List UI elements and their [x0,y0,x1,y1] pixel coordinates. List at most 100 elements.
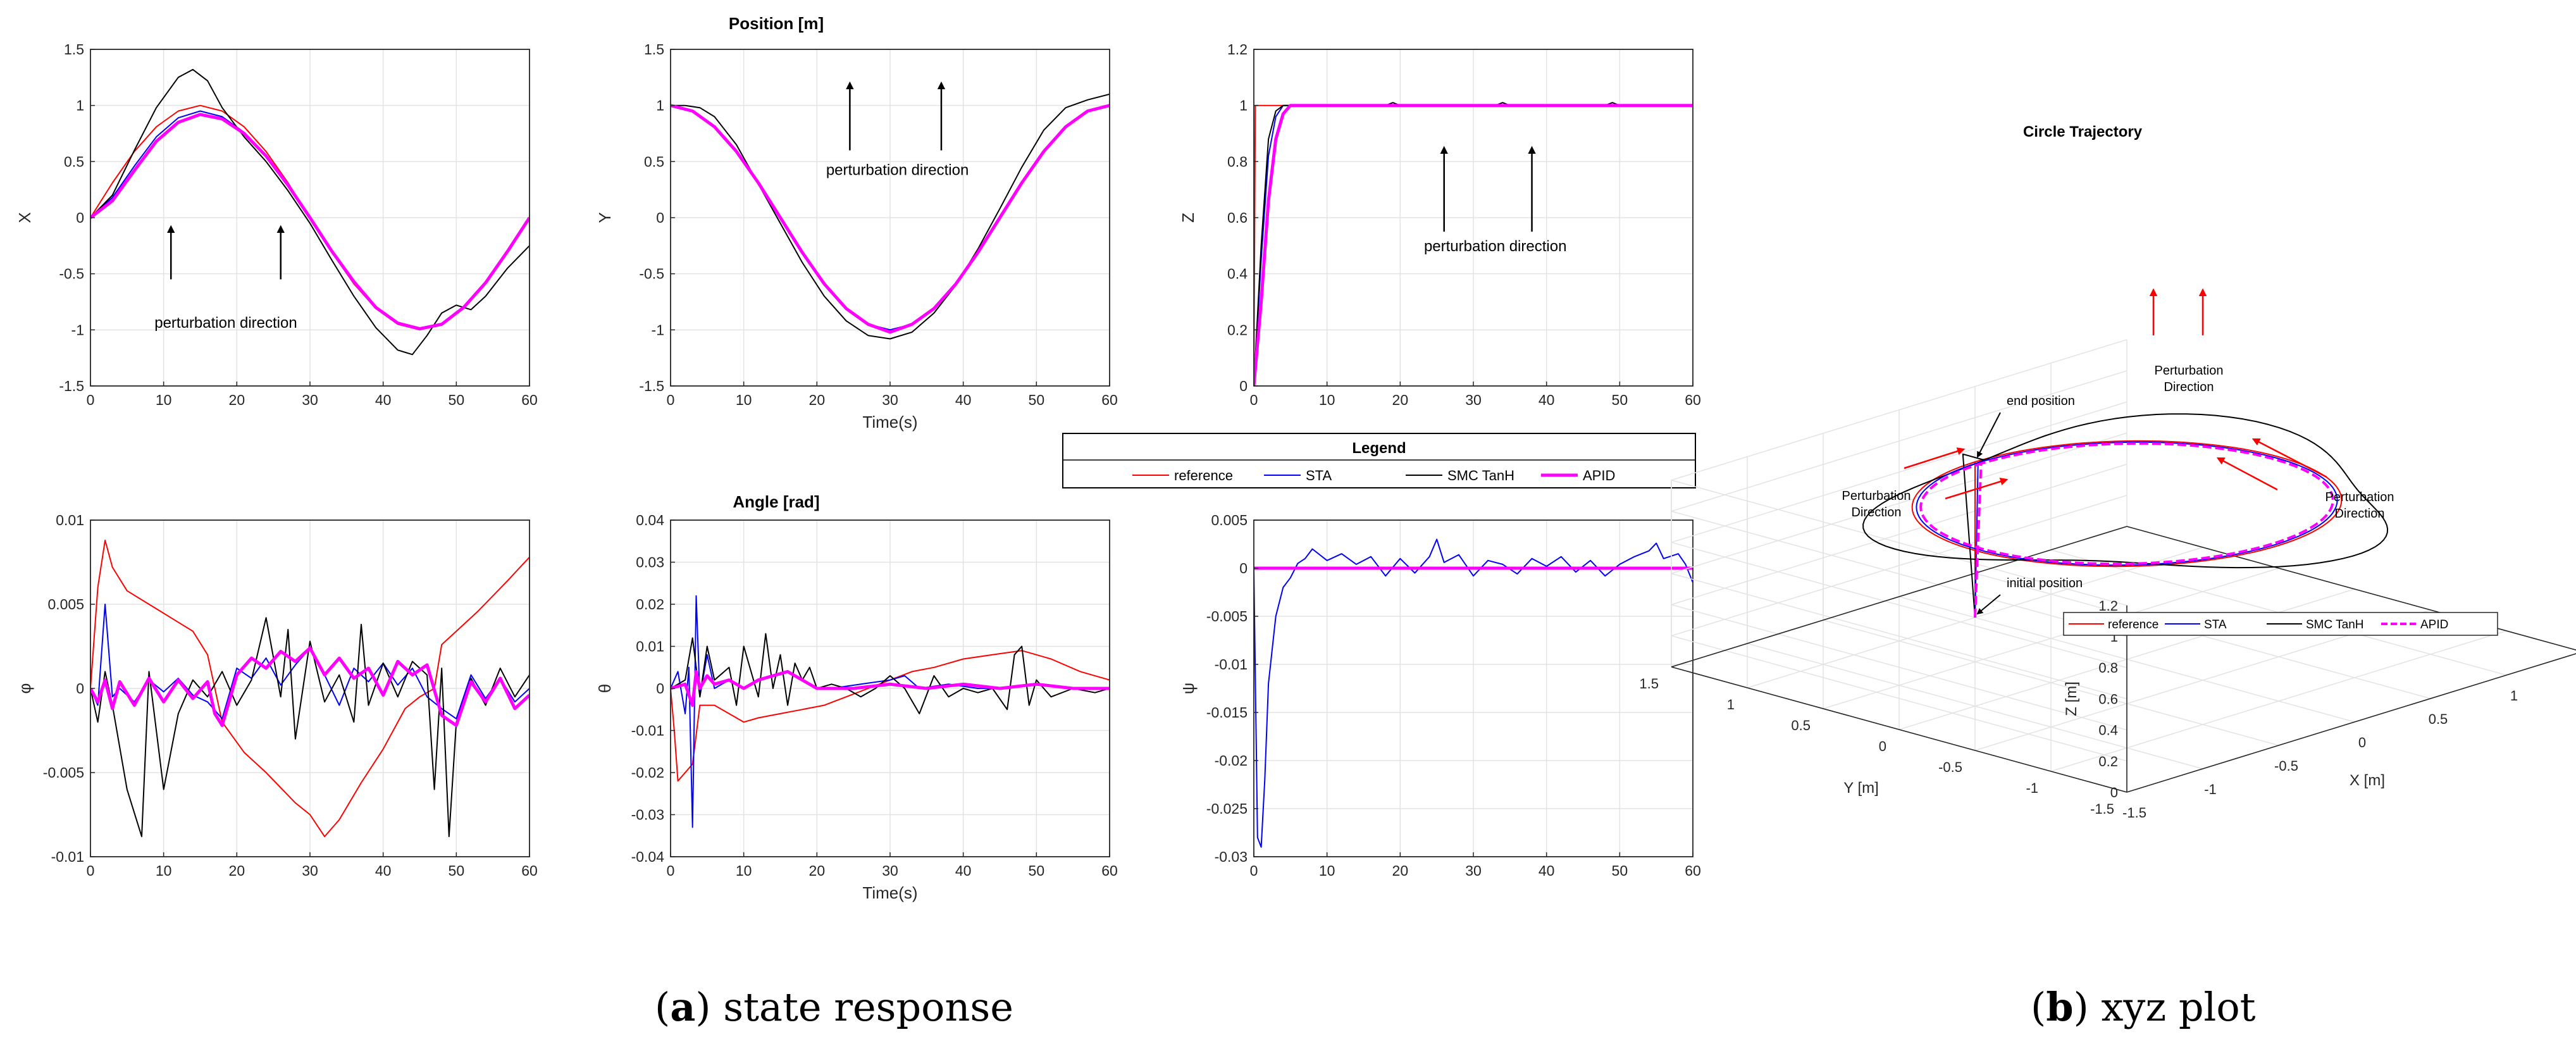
tick-label-x: 50 [1612,392,1628,408]
tick-label-y: 0.03 [636,554,664,571]
tick-label-y: -0.015 [1206,704,1248,721]
tick-label-x: 50 [1612,862,1628,879]
tick-label-y: 0.01 [636,638,664,655]
tick-label-x: 40 [1539,392,1555,408]
tick-label-y: -0.5 [1938,759,1962,775]
axis-label-y: Y [595,212,614,223]
tick-label-y: 0 [1239,560,1248,576]
tick-label-y: 0.02 [636,596,664,612]
tick-label-y: 1.2 [1227,41,1248,58]
trajectory-smc-tanh [1862,413,2389,618]
grid-wall-back-z [1671,495,2127,637]
grid-wall-left-z [1671,542,2127,668]
legend-entry-label: reference [1174,468,1233,483]
tick-label-y: -0.005 [43,764,84,781]
series-line-smc-tanh [671,93,1110,340]
tick-label-x: 50 [449,862,465,879]
legend-3d-label: reference [2108,618,2158,631]
tick-label-x: 40 [955,862,972,879]
legend-entry-label: SMC TanH [1447,468,1514,483]
tick-label-y: -0.04 [631,849,665,865]
legend-entry-label: STA [1306,468,1332,483]
series-line-sta [1254,538,1693,848]
tick-label-y: -0.02 [1215,752,1248,769]
tick-label-y: 1.5 [64,41,84,58]
tick-label-x: 60 [1101,862,1118,879]
tick-label-y: 1 [76,97,84,114]
grid-wall-left-z [1671,604,2127,731]
tick-label-x: 20 [1392,862,1409,879]
tick-label-y: -0.5 [59,266,84,282]
tick-label-x: 10 [1319,862,1335,879]
axis-edge [2126,526,2576,651]
tick-label-y: 0 [76,680,84,697]
tick-label-y: -0.005 [1206,608,1248,625]
tick-label-z: 0.4 [2098,723,2118,738]
tick-label-x: 50 [1029,862,1045,879]
tick-label-y: -0.01 [631,723,664,739]
section-title-angle: Angle [rad] [733,492,819,511]
tick-label-x: 20 [229,862,245,879]
perturbation-label: perturbation direction [154,314,297,332]
perturbation-3d-label: Perturbation Direction [2325,490,2394,521]
axis-label-y: θ [595,684,614,693]
tick-label-x: 10 [736,862,752,879]
legend-box: Legend reference STA SMC TanH APID [1062,433,1696,488]
series-line-apid [90,646,529,727]
tick-label-y: 0 [656,680,664,697]
perturbation-label: perturbation direction [1424,238,1566,255]
grid-wall-back-z [1671,401,2127,543]
tick-label-y: 1 [1239,97,1248,114]
legend-title: Legend [1352,440,1406,457]
grid-wall-left-z [1671,511,2127,637]
series-line-smc-tanh [90,68,529,356]
axis-y [1671,666,2127,793]
axis-label-x: Time(s) [862,883,917,902]
tick-label-y: 0.5 [644,153,664,170]
trajectory-sta [1916,441,2338,618]
grid-wall-left-z [1671,635,2127,762]
tick-label-y: 0.04 [636,512,664,528]
grid-wall-left-z [1671,480,2127,606]
tick-label-x: 1 [2510,688,2518,704]
series-line-apid [671,669,1110,707]
tick-label-y: 0 [1239,378,1248,394]
tick-label-x: 30 [302,392,318,408]
tick-label-y: 0.5 [1791,718,1811,733]
tick-label-y: 0 [1879,738,1886,754]
tick-label-x: 0 [1250,862,1258,879]
chart-theta-angle: 0 10 20 30 40 50 60 -0.04 -0.03 -0.02 -0.01 0 0.01 0.… [595,512,1118,902]
perturbation-arrow [2251,438,2327,478]
perturbation-arrow [1904,447,1966,469]
tick-label-z: 0.2 [2098,754,2118,769]
tick-label-x: 40 [955,392,972,408]
tick-label-x: 10 [736,392,752,408]
axis-edge [1671,526,2127,668]
tick-label-y: -1.5 [639,378,664,394]
perturbation-arrow [2216,457,2278,491]
tick-label-y: -1.5 [59,378,84,394]
series-group [90,539,529,838]
tick-label-x: 0 [2358,735,2366,750]
tick-label-x: -1 [2204,781,2217,797]
tick-label-x: 20 [809,862,826,879]
tick-label-x: 50 [449,392,465,408]
tick-label-y: -0.025 [1206,800,1248,817]
end-position-label: end position [2007,394,2075,408]
tick-label-x: 20 [809,392,826,408]
tick-label-y: -0.01 [51,849,84,865]
tick-label-x: 30 [1465,392,1482,408]
tick-label-x: 10 [156,392,172,408]
tick-label-y: -0.03 [631,807,664,823]
tick-label-x: 40 [375,392,392,408]
grid-wall-left-z [1671,573,2127,700]
tick-label-x: 40 [1539,862,1555,879]
axis-label-x: X [m] [2350,772,2385,789]
tick-label-x: 0 [667,392,675,408]
trajectory-apid [1919,442,2334,618]
chart-xyz-trajectory: -1.5-1.5-1-1-0.5-0.5000.50.5111.51.500.2… [1639,123,2576,821]
caption-a: (a) state response [655,984,1013,1030]
axis-label-x: Time(s) [862,413,917,432]
tick-label-y: 0.4 [1227,266,1248,282]
series-group [671,595,1110,828]
